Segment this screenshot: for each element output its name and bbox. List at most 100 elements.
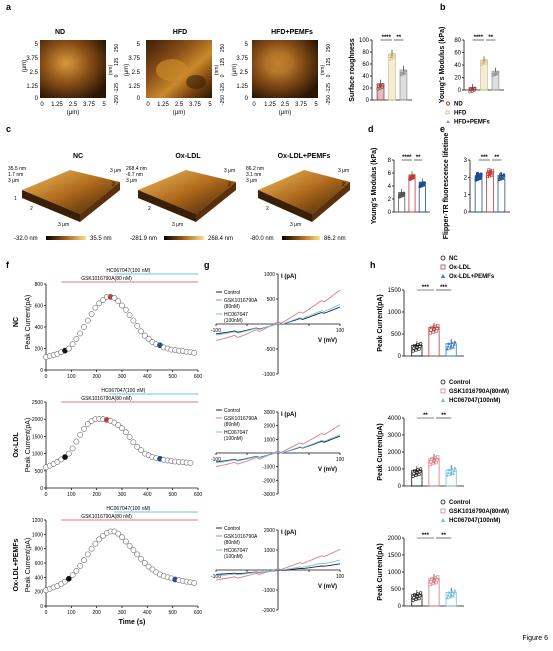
svg-text:3.75: 3.75 <box>189 102 201 108</box>
svg-text:1.25: 1.25 <box>51 102 63 108</box>
y-tick-label: 2000 <box>32 417 43 423</box>
time-point <box>138 328 144 335</box>
data-point <box>501 176 505 180</box>
panel-label-a: a <box>6 2 12 12</box>
time-point <box>145 563 152 570</box>
f-xlabel: Time (s) <box>119 619 146 626</box>
chart-g1: -1000 -500 500 1000 -100 100 I (pA) V (mV) Contr… <box>211 272 344 378</box>
y-tick-label: 800 <box>35 282 44 288</box>
x-tick-label: 200 <box>92 610 101 616</box>
time-point <box>187 460 194 466</box>
svg-text:125: 125 <box>114 58 120 67</box>
y-axis-label: Young's Modulus (kPa) <box>371 148 378 225</box>
y-tick-label: 60 <box>362 62 369 68</box>
svg-text:2.5: 2.5 <box>175 102 184 108</box>
data-point <box>416 342 420 347</box>
y-tick-label: 500 <box>391 332 402 338</box>
svg-text:0: 0 <box>252 102 256 108</box>
data-point <box>436 455 440 459</box>
svg-text:3.1 nm: 3.1 nm <box>246 172 261 178</box>
panel-label-b: b <box>440 2 446 12</box>
panel-label-e: e <box>440 124 445 134</box>
iv-trace-1 <box>215 563 341 575</box>
time-point <box>149 566 156 573</box>
y-tick-label: 2500 <box>32 400 43 406</box>
x-tick-label: -100 <box>211 328 221 334</box>
x-tick-label: 200 <box>92 374 101 380</box>
data-point <box>452 591 456 595</box>
data-point <box>412 593 417 597</box>
x-tick-label: 300 <box>118 492 127 498</box>
data-point <box>482 59 486 63</box>
data-point <box>428 331 432 335</box>
data-point <box>445 473 449 477</box>
svg-text:-250: -250 <box>114 95 120 105</box>
y-tick-label: 20 <box>362 86 369 92</box>
time-point <box>141 560 148 566</box>
legend-entry: HC067047 <box>224 312 248 318</box>
time-point <box>96 536 103 543</box>
sig-label: *** <box>422 533 430 539</box>
data-point <box>497 178 501 182</box>
svg-text:-125: -125 <box>326 83 332 93</box>
y-tick-label: 80 <box>454 38 461 44</box>
afm3d-title-ox-ldl: Ox-LDL <box>175 153 201 160</box>
sig-label: ** <box>396 35 401 41</box>
svg-text:3 μm: 3 μm <box>58 222 69 228</box>
drug-label-hc: HC067047(100 nM) <box>106 268 150 274</box>
data-point <box>484 59 488 63</box>
afm3d-ox-ldl-pemfs: Ox-LDL+PEMFs 86.2 nm 3.1 nm 3 μm 3 μm 2 … <box>246 153 350 242</box>
data-point <box>491 71 496 75</box>
svg-text:1.25: 1.25 <box>264 102 276 108</box>
svg-text:1.25: 1.25 <box>26 84 38 90</box>
y-tick-label: -3000 <box>262 492 275 498</box>
legend-entry: GSK1016790A <box>224 534 258 540</box>
data-point <box>445 596 449 600</box>
legend-entry: (100nM) <box>224 554 243 560</box>
chart-h2: 0 1000 2000 3000 4000 Peak Current(pA) ** ** <box>377 413 464 490</box>
y-axis-label: Flipper-TR fluorescence lifetime <box>443 133 450 240</box>
data-point <box>433 324 437 329</box>
svg-text:3 μm: 3 μm <box>110 168 121 174</box>
time-point <box>65 450 72 457</box>
afm-title-nd: ND <box>55 29 65 36</box>
data-point <box>428 582 432 587</box>
svg-text:(μm): (μm) <box>124 64 130 76</box>
y-tick-label: 2 <box>388 197 392 203</box>
data-point <box>453 466 457 470</box>
data-point <box>416 468 420 472</box>
legend-entry: GSK1016790A <box>224 298 258 304</box>
afm-axes-hfd: (μm) 5 3.75 2.5 1.25 0 0 1.25 2.5 3.75 5… <box>108 42 212 116</box>
legend-entry: GSK1016790A <box>224 416 258 422</box>
time-point <box>73 335 80 342</box>
y-tick-label: 6 <box>388 171 392 177</box>
svg-text:5: 5 <box>314 102 318 108</box>
data-point <box>445 347 449 351</box>
data-point <box>486 172 490 176</box>
time-point <box>84 421 91 427</box>
data-point <box>453 588 457 592</box>
y-tick-label: 200 <box>35 590 44 596</box>
legend-entry: Ox-LDL <box>449 265 471 271</box>
time-point <box>88 545 95 552</box>
svg-text:1.25: 1.25 <box>157 102 169 108</box>
afm3d-title-ox-ldl-pemfs: Ox-LDL+PEMFs <box>278 153 331 160</box>
svg-text:0: 0 <box>40 102 44 108</box>
data-point <box>447 468 451 472</box>
svg-text:5: 5 <box>137 42 141 48</box>
legend-entry: Control <box>449 500 471 506</box>
svg-text:2: 2 <box>228 182 231 188</box>
iv-trace-2 <box>215 424 341 467</box>
svg-text:5: 5 <box>102 102 106 108</box>
iv-trace-3 <box>215 434 341 464</box>
data-point <box>500 173 504 177</box>
chart-g2: -3000 -2000 -1000 1000 2000 3000 -100 100 I (pA)… <box>211 408 344 498</box>
svg-text:1.25: 1.25 <box>128 84 140 90</box>
svg-text:3 μm: 3 μm <box>224 168 235 174</box>
y-tick-label: -2000 <box>262 478 275 484</box>
iv-trace-3 <box>215 303 341 336</box>
figure-label: Figure 6 <box>522 635 548 642</box>
y-tick-label: 600 <box>35 304 44 310</box>
y-tick-label: 2000 <box>388 450 402 456</box>
